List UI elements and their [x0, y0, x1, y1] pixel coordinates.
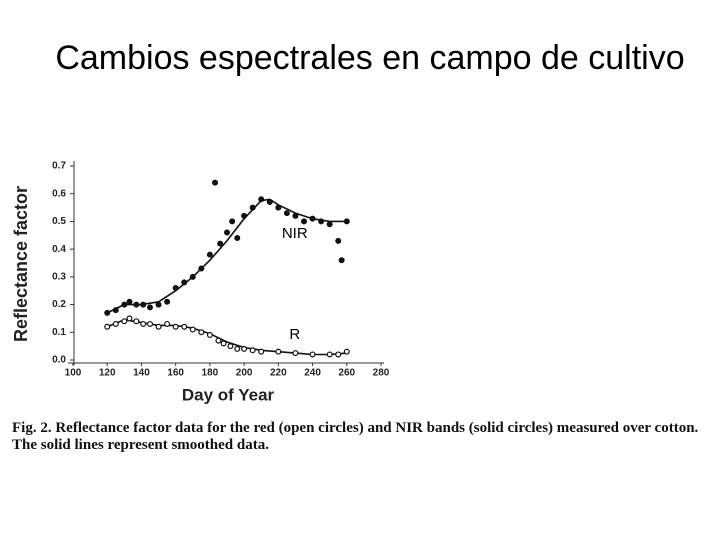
x-tick-label: 240 — [304, 368, 321, 379]
data-point — [275, 348, 282, 355]
data-point — [198, 329, 205, 336]
data-point — [181, 323, 188, 330]
data-point — [172, 284, 179, 291]
y-axis-label: Reflectance factor — [11, 186, 31, 342]
data-point — [133, 301, 140, 308]
data-point — [229, 218, 236, 225]
y-tick-label: 0.7 — [52, 161, 66, 172]
data-point — [224, 229, 231, 236]
y-tick-label: 0.4 — [52, 244, 66, 255]
data-point — [164, 320, 171, 327]
y-tick-label: 0.2 — [52, 299, 66, 310]
data-point — [227, 343, 234, 350]
data-point — [104, 323, 111, 330]
data-point — [206, 251, 213, 258]
x-tick-label: 140 — [133, 368, 150, 379]
data-point — [155, 323, 162, 330]
data-point — [212, 179, 219, 186]
data-point — [147, 304, 154, 311]
data-point — [249, 347, 256, 354]
y-tick-label: 0.5 — [52, 216, 66, 227]
data-point — [234, 345, 241, 352]
data-point — [181, 279, 188, 286]
data-point — [164, 298, 171, 305]
data-point — [140, 320, 147, 327]
x-tick-label: 220 — [270, 368, 287, 379]
data-point — [155, 301, 162, 308]
data-point — [283, 210, 290, 217]
data-point — [104, 309, 111, 316]
data-point — [189, 273, 196, 280]
data-point — [147, 320, 154, 327]
series-label: NIR — [282, 225, 308, 242]
data-point — [198, 265, 205, 272]
data-point — [343, 348, 350, 355]
x-tick-label: 280 — [373, 368, 390, 379]
data-point — [121, 301, 128, 308]
data-point — [249, 204, 256, 211]
data-point — [220, 340, 227, 347]
data-point — [172, 323, 179, 330]
data-point — [338, 257, 345, 264]
data-point — [234, 235, 241, 242]
data-point — [126, 298, 133, 305]
data-point — [241, 212, 248, 219]
series-label: R — [289, 326, 300, 343]
data-point — [309, 215, 316, 222]
x-tick-label: 200 — [236, 368, 253, 379]
y-tick-label: 0.1 — [52, 327, 66, 338]
data-point — [140, 301, 147, 308]
slide-title: Cambios espectrales en campo de cultivo — [55, 39, 685, 77]
data-point — [217, 240, 224, 247]
data-point — [266, 199, 273, 206]
y-tick-label: 0.3 — [52, 271, 66, 282]
data-point — [206, 332, 213, 339]
data-point — [335, 237, 342, 244]
data-point — [301, 218, 308, 225]
data-point — [318, 218, 325, 225]
data-point — [133, 318, 140, 325]
data-point — [126, 315, 133, 322]
data-point — [335, 351, 342, 358]
x-tick-label: 120 — [99, 368, 116, 379]
data-point — [241, 345, 248, 352]
data-point — [292, 212, 299, 219]
x-tick-label: 260 — [338, 368, 355, 379]
y-tick-label: 0.6 — [52, 188, 66, 199]
x-axis-label: Day of Year — [182, 385, 275, 404]
chart: Reflectance factor Day of Year 0.0 0.1 0.2… — [11, 161, 390, 405]
data-point — [189, 326, 196, 333]
x-tick-label: 100 — [65, 368, 82, 379]
data-point — [326, 351, 333, 358]
data-point — [258, 348, 265, 355]
y-tick-label: 0.0 — [52, 355, 66, 366]
x-tick-label: 180 — [202, 368, 219, 379]
smoothed-line — [106, 198, 347, 314]
data-point — [121, 318, 128, 325]
figure-caption: Fig. 2. Reflectance factor data for the … — [12, 420, 699, 453]
data-point — [292, 350, 299, 357]
data-point — [112, 307, 119, 314]
data-point — [215, 337, 222, 344]
data-point — [343, 218, 350, 225]
data-point — [112, 320, 119, 327]
data-point — [326, 221, 333, 228]
data-point — [275, 204, 282, 211]
x-tick-label: 160 — [167, 368, 184, 379]
data-point — [258, 196, 265, 203]
data-point — [309, 351, 316, 358]
